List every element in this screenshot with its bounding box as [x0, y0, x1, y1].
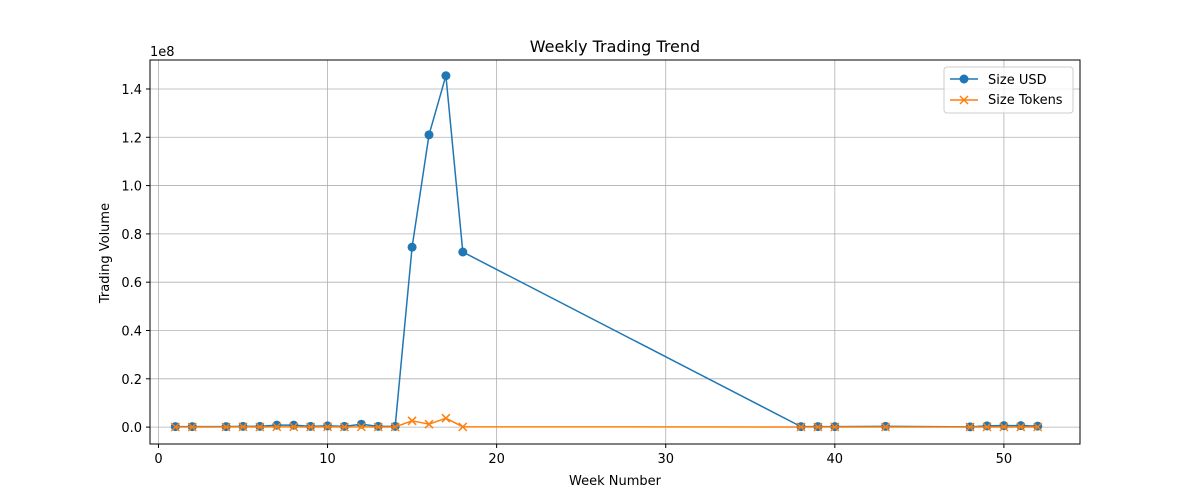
data-point-size-tokens	[255, 422, 265, 432]
data-point-size-tokens	[982, 422, 992, 432]
data-point-size-tokens	[373, 422, 383, 432]
y-tick-label: 1.2	[121, 131, 142, 146]
data-point-size-tokens	[1016, 422, 1026, 432]
series-line-size-usd	[175, 74, 1038, 428]
data-point-size-usd	[289, 420, 299, 430]
data-point-size-usd	[999, 421, 1009, 431]
data-point-size-tokens	[356, 422, 366, 432]
y-tick-label: 0.6	[121, 276, 142, 291]
x-tick-label: 40	[827, 452, 844, 467]
data-point-size-tokens	[306, 422, 316, 432]
chart-title: Weekly Trading Trend	[530, 37, 700, 56]
data-point-size-tokens	[881, 422, 891, 432]
legend-marker-size-usd	[959, 74, 969, 84]
x-axis-label: Week Number	[569, 474, 662, 489]
x-tick-label: 0	[154, 452, 162, 467]
y-axis-label: Trading Volume	[98, 203, 113, 304]
data-point-size-tokens	[999, 422, 1009, 432]
data-point-size-tokens	[965, 422, 975, 432]
data-point-size-tokens	[813, 422, 823, 432]
x-tick-label: 20	[488, 452, 505, 467]
data-point-size-tokens	[424, 419, 434, 429]
series-size-usd	[170, 71, 1043, 432]
axes: 0 10 20 30 40 50 0.0 0.2 0.4 0.6 0.8 1.0 1.2 1.4	[121, 59, 1081, 467]
grid	[150, 60, 1080, 444]
data-point-size-tokens	[289, 422, 299, 432]
data-point-size-usd	[407, 242, 417, 252]
data-point-size-tokens	[407, 416, 417, 426]
legend: Size USD Size Tokens	[943, 66, 1074, 114]
data-point-size-tokens	[170, 422, 180, 432]
legend-label-size-tokens: Size Tokens	[988, 93, 1063, 108]
data-point-size-usd	[441, 71, 451, 81]
data-point-size-tokens	[323, 422, 333, 432]
y-tick-label: 1.0	[121, 180, 142, 195]
data-point-size-usd	[272, 420, 282, 430]
data-point-size-usd	[424, 130, 434, 140]
y-tick-label: 1.4	[121, 83, 142, 98]
y-tick-label: 0.0	[121, 421, 142, 436]
series-line-size-tokens	[175, 417, 1038, 428]
data-point-size-tokens	[830, 422, 840, 432]
data-point-size-tokens	[339, 422, 349, 432]
series-layer	[170, 71, 1043, 432]
y-tick-label: 0.8	[121, 228, 142, 243]
legend-label-size-usd: Size USD	[988, 73, 1047, 88]
y-tick-label: 0.2	[121, 373, 142, 388]
y-axis-scale-label: 1e8	[150, 45, 175, 60]
data-point-size-tokens	[272, 422, 282, 432]
y-tick-label: 0.4	[121, 324, 142, 339]
data-point-size-usd	[1016, 421, 1026, 431]
legend-marker-size-tokens	[959, 95, 969, 105]
data-point-size-tokens	[238, 422, 248, 432]
x-tick-label: 30	[657, 452, 674, 467]
plot-frame	[149, 59, 1081, 445]
data-point-size-tokens	[458, 422, 468, 432]
data-point-size-tokens	[796, 422, 806, 432]
data-point-size-tokens	[1033, 422, 1043, 432]
data-point-size-tokens	[221, 422, 231, 432]
data-point-size-usd	[458, 247, 468, 257]
data-point-size-tokens	[390, 422, 400, 432]
data-point-size-tokens	[187, 422, 197, 432]
data-point-size-usd	[982, 421, 992, 431]
x-tick-label: 50	[996, 452, 1013, 467]
series-size-tokens	[170, 413, 1043, 432]
x-tick-label: 10	[319, 452, 336, 467]
data-point-size-tokens	[441, 413, 451, 423]
